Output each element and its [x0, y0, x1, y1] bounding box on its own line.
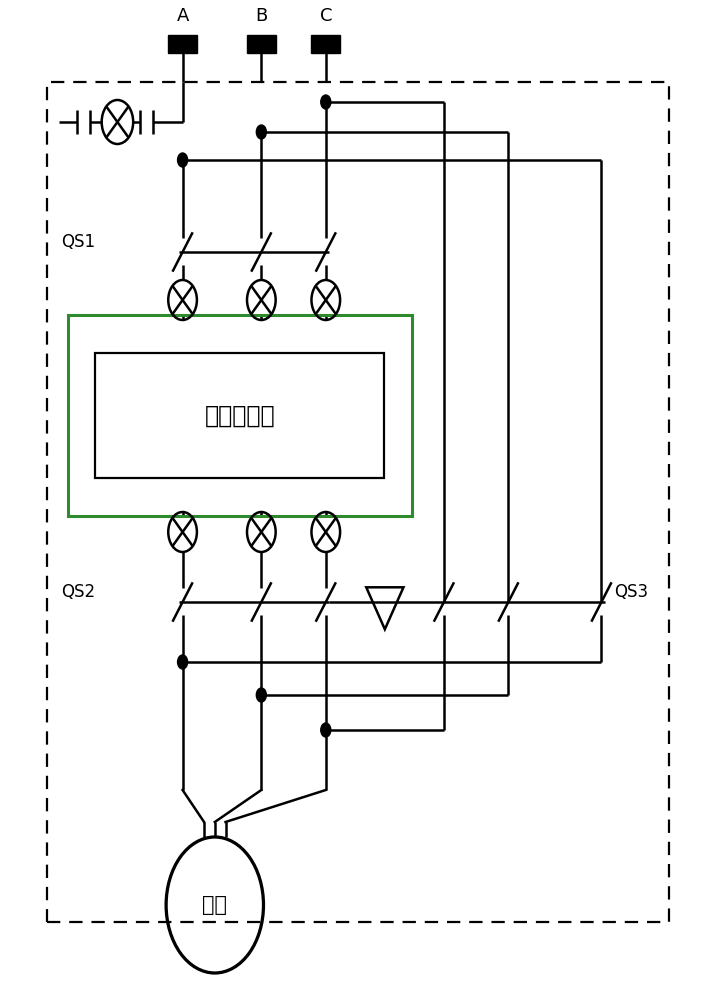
Bar	[47, 82, 669, 922]
Text: QS2: QS2	[61, 583, 95, 601]
Bar	[168, 35, 197, 53]
Text: A: A	[176, 7, 189, 25]
Text: C: C	[319, 7, 332, 25]
Text: 高压变频器: 高压变频器	[205, 403, 275, 428]
Circle shape	[321, 95, 331, 109]
Circle shape	[256, 688, 266, 702]
Circle shape	[178, 153, 188, 167]
Circle shape	[256, 125, 266, 139]
Text: QS1: QS1	[61, 233, 95, 251]
Circle shape	[178, 655, 188, 669]
Bar	[95, 353, 384, 478]
Circle shape	[321, 723, 331, 737]
Bar	[68, 315, 412, 516]
Text: QS3: QS3	[614, 583, 649, 601]
Text: B: B	[255, 7, 268, 25]
Bar	[311, 35, 340, 53]
Bar	[247, 35, 276, 53]
Text: 电机: 电机	[203, 895, 227, 915]
